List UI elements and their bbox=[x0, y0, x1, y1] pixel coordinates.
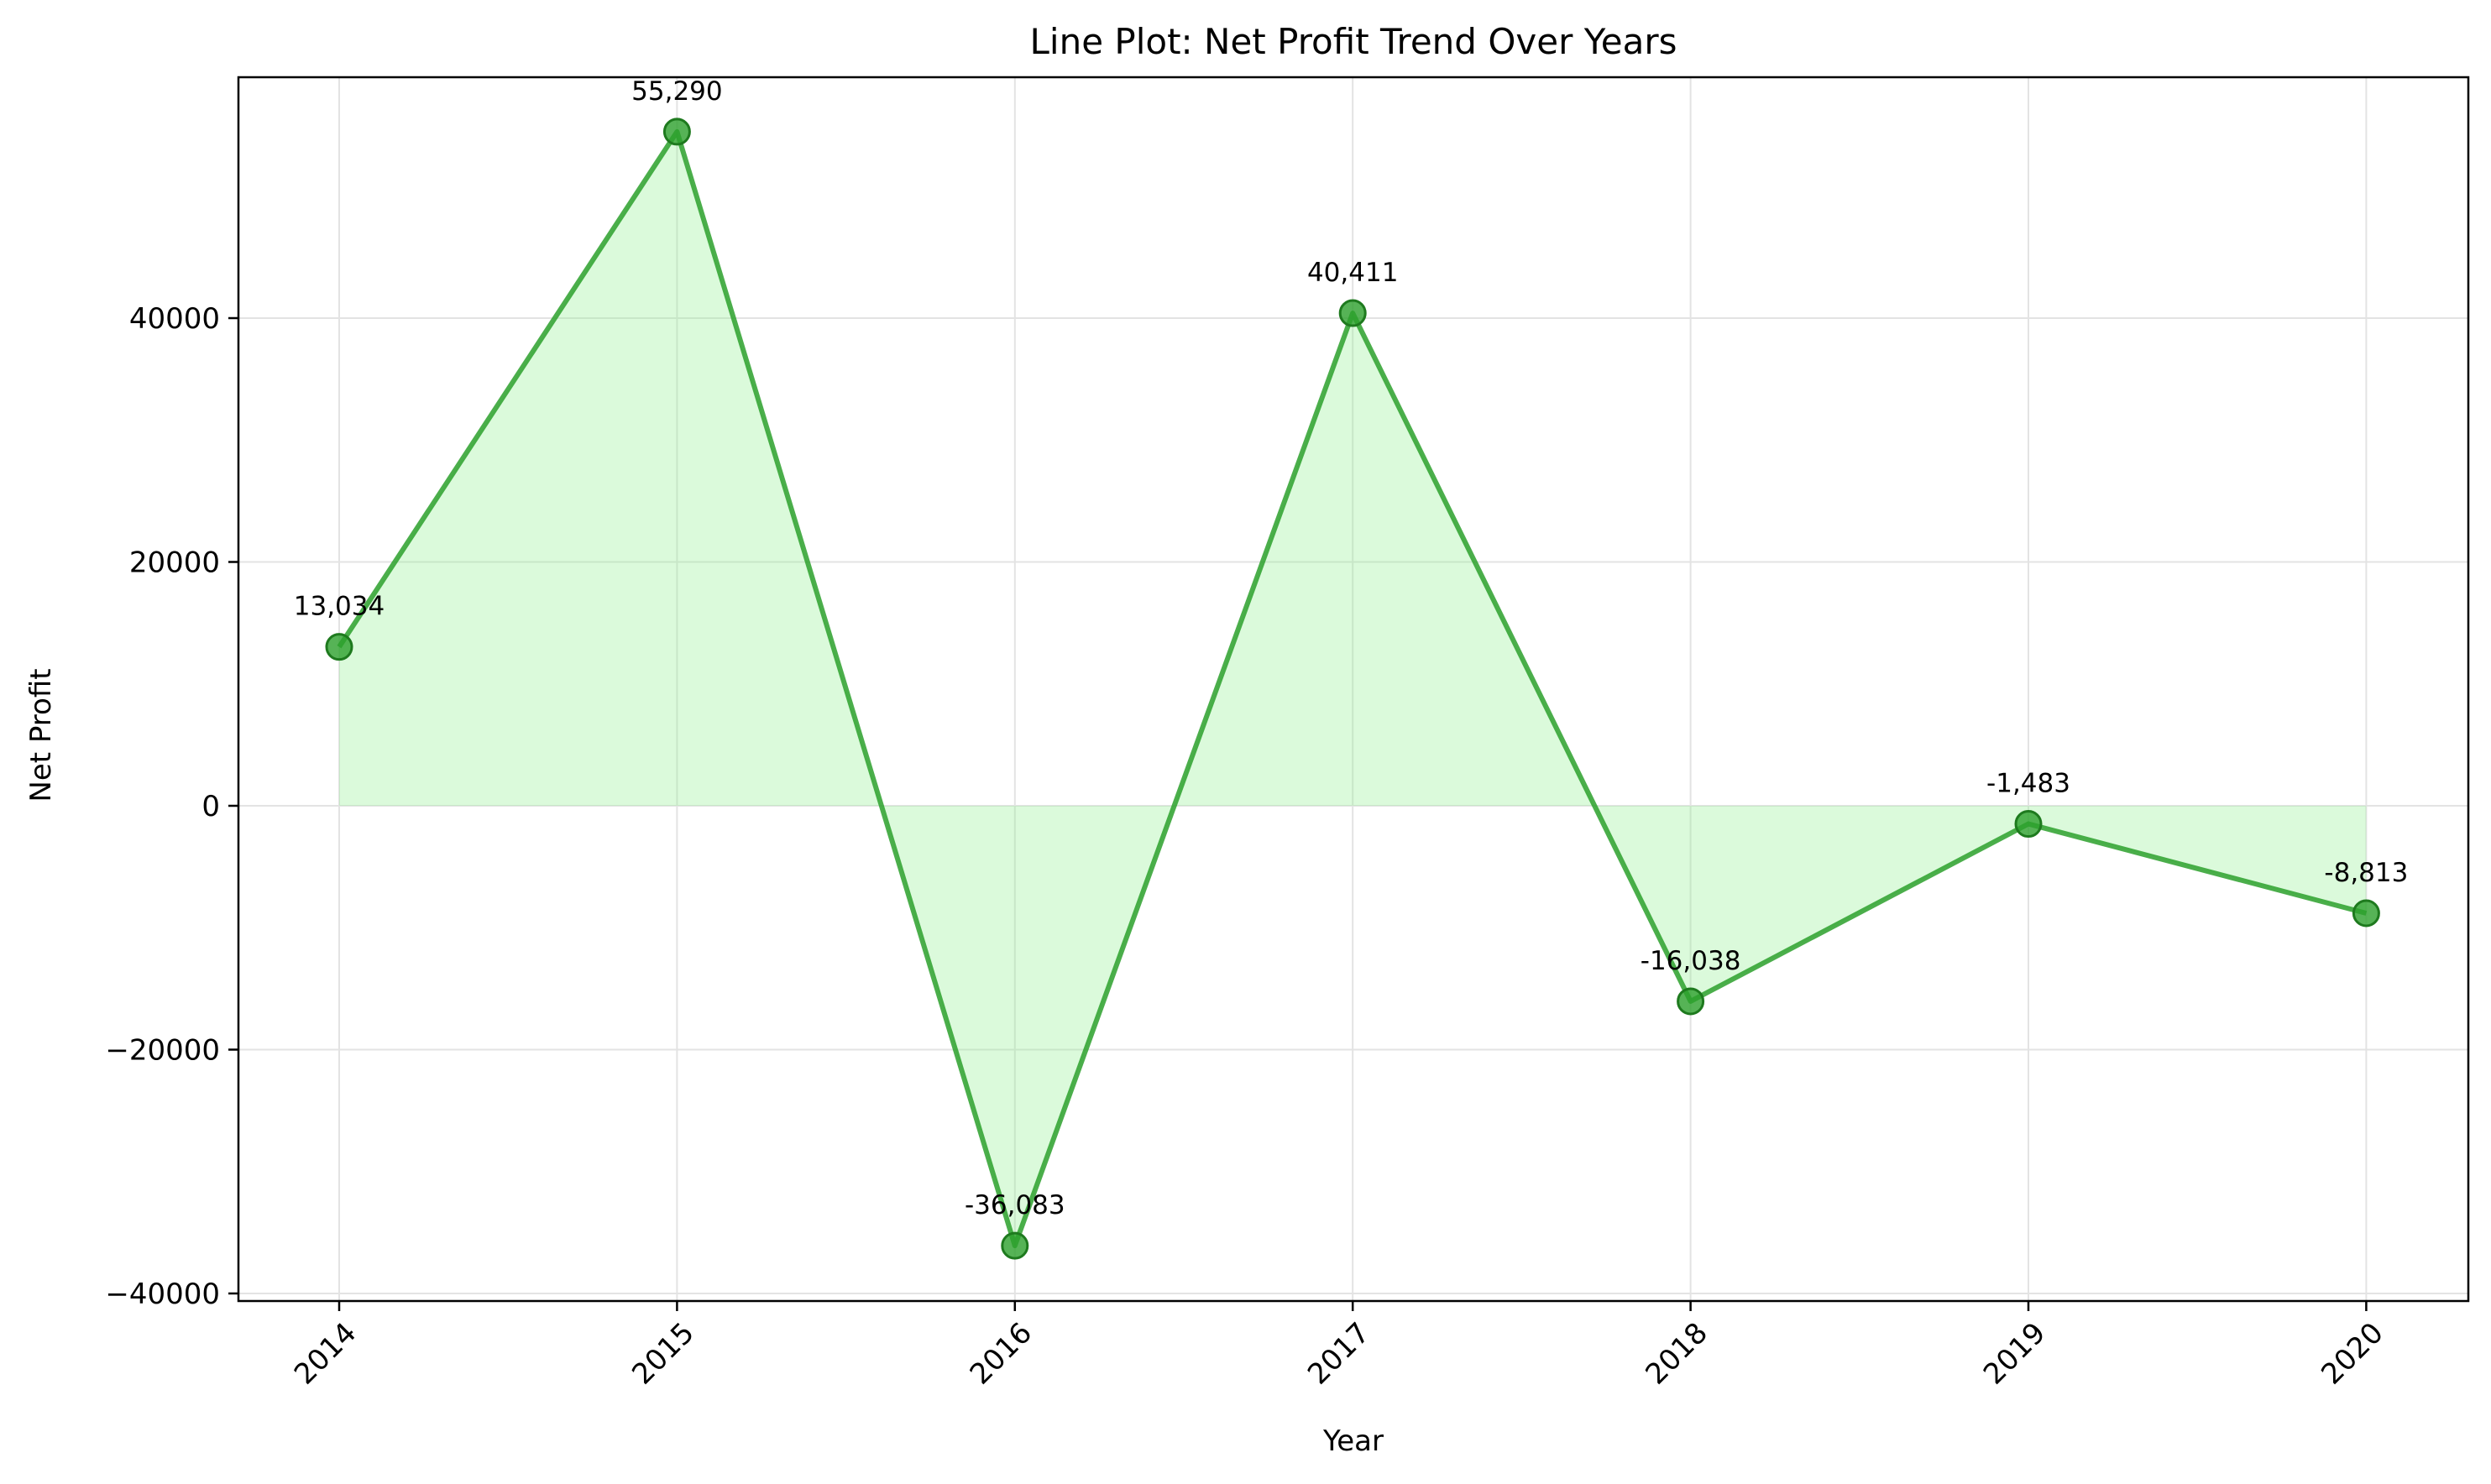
x-tick-label: 2019 bbox=[1977, 1316, 2052, 1391]
x-tick-label: 2015 bbox=[625, 1316, 700, 1391]
data-label-2017: 40,411 bbox=[1307, 258, 1398, 288]
data-point-2019 bbox=[2016, 812, 2041, 837]
data-label-2018: -16,038 bbox=[1641, 946, 1741, 976]
y-tick-label: 0 bbox=[201, 790, 220, 823]
x-axis-ticks: 2014 2015 2016 2017 2018 2019 2020 bbox=[288, 1301, 2390, 1392]
x-tick-label: 2014 bbox=[288, 1316, 363, 1391]
data-label-2015: 55,290 bbox=[631, 76, 722, 107]
data-point-2015 bbox=[664, 119, 689, 144]
data-point-2014 bbox=[327, 635, 352, 660]
x-tick-label: 2020 bbox=[2315, 1316, 2389, 1391]
x-tick-label: 2016 bbox=[964, 1316, 1039, 1391]
x-axis-label: Year bbox=[1322, 1424, 1384, 1458]
chart-title: Line Plot: Net Profit Trend Over Years bbox=[1030, 21, 1677, 62]
data-label-2019: -1,483 bbox=[1986, 769, 2070, 799]
data-label-2016: -36,083 bbox=[965, 1190, 1065, 1220]
y-tick-label: −40000 bbox=[105, 1278, 220, 1311]
x-tick-label: 2017 bbox=[1301, 1316, 1376, 1391]
data-label-2020: -8,813 bbox=[2324, 858, 2408, 888]
data-point-2017 bbox=[1340, 300, 1365, 326]
data-point-2020 bbox=[2353, 901, 2378, 926]
y-tick-label: −20000 bbox=[105, 1034, 220, 1068]
y-tick-label: 20000 bbox=[129, 546, 220, 580]
data-point-2016 bbox=[1002, 1233, 1028, 1258]
data-label-2014: 13,034 bbox=[294, 592, 385, 622]
y-tick-label: 40000 bbox=[129, 302, 220, 336]
y-axis-label: Net Profit bbox=[24, 668, 58, 802]
x-tick-label: 2018 bbox=[1639, 1316, 1714, 1391]
data-point-2018 bbox=[1678, 989, 1703, 1014]
y-axis-ticks: −40000 −20000 0 20000 40000 bbox=[105, 302, 238, 1311]
